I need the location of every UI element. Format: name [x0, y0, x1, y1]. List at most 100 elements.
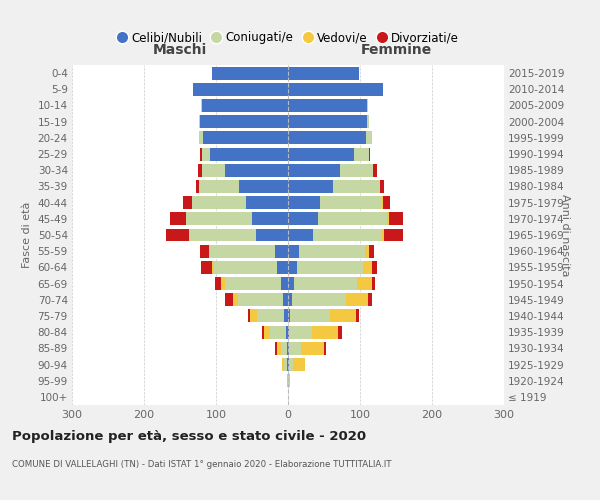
Bar — [224, 277, 281, 290]
Bar — [380, 180, 384, 193]
Bar — [388, 212, 389, 226]
Bar — [354, 148, 368, 160]
Bar — [294, 277, 357, 290]
Bar — [239, 180, 288, 193]
Bar — [288, 374, 289, 387]
Bar — [288, 66, 359, 80]
Bar — [368, 294, 371, 306]
Bar — [389, 212, 403, 226]
Bar — [313, 326, 338, 338]
Bar — [202, 164, 224, 176]
Bar — [199, 180, 239, 193]
Bar — [283, 294, 288, 306]
Bar — [371, 132, 372, 144]
Bar — [330, 310, 356, 322]
Bar — [201, 261, 212, 274]
Bar — [368, 148, 370, 160]
Bar — [190, 228, 256, 241]
Bar — [214, 261, 277, 274]
Bar — [368, 244, 374, 258]
Text: COMUNE DI VALLELAGHI (TN) - Dati ISTAT 1° gennaio 2020 - Elaborazione TUTTITALIA: COMUNE DI VALLELAGHI (TN) - Dati ISTAT 1… — [12, 460, 392, 469]
Bar — [212, 66, 288, 80]
Bar — [288, 228, 313, 241]
Bar — [288, 358, 289, 371]
Text: Maschi: Maschi — [153, 42, 207, 56]
Bar — [277, 342, 281, 355]
Bar — [199, 132, 203, 144]
Bar — [288, 83, 383, 96]
Bar — [320, 196, 382, 209]
Bar — [202, 148, 210, 160]
Bar — [275, 244, 288, 258]
Bar — [200, 244, 209, 258]
Bar — [203, 132, 288, 144]
Bar — [289, 326, 313, 338]
Y-axis label: Anni di nascita: Anni di nascita — [560, 194, 571, 276]
Bar — [385, 228, 403, 241]
Bar — [264, 326, 270, 338]
Bar — [332, 180, 380, 193]
Bar — [346, 294, 368, 306]
Bar — [282, 358, 284, 371]
Bar — [356, 310, 359, 322]
Bar — [248, 310, 250, 322]
Bar — [288, 99, 367, 112]
Bar — [288, 294, 292, 306]
Bar — [367, 115, 370, 128]
Bar — [382, 228, 385, 241]
Bar — [371, 277, 375, 290]
Bar — [256, 228, 288, 241]
Bar — [287, 342, 288, 355]
Bar — [224, 164, 288, 176]
Bar — [277, 261, 288, 274]
Bar — [288, 244, 299, 258]
Text: Femmine: Femmine — [361, 42, 431, 56]
Bar — [281, 277, 288, 290]
Legend: Celibi/Nubili, Coniugati/e, Vedovi/e, Divorziati/e: Celibi/Nubili, Coniugati/e, Vedovi/e, Di… — [112, 26, 464, 49]
Bar — [290, 310, 330, 322]
Bar — [293, 358, 305, 371]
Bar — [170, 212, 186, 226]
Bar — [382, 196, 383, 209]
Bar — [252, 212, 288, 226]
Bar — [299, 244, 365, 258]
Bar — [288, 261, 296, 274]
Bar — [186, 212, 252, 226]
Bar — [166, 228, 188, 241]
Bar — [202, 99, 288, 112]
Bar — [200, 148, 202, 160]
Bar — [221, 277, 224, 290]
Text: Popolazione per età, sesso e stato civile - 2020: Popolazione per età, sesso e stato civil… — [12, 430, 366, 443]
Bar — [288, 277, 294, 290]
Bar — [301, 342, 324, 355]
Bar — [371, 261, 377, 274]
Bar — [289, 342, 301, 355]
Bar — [198, 164, 202, 176]
Bar — [287, 358, 288, 371]
Bar — [363, 261, 371, 274]
Bar — [357, 277, 371, 290]
Bar — [233, 294, 238, 306]
Bar — [288, 164, 340, 176]
Bar — [286, 326, 288, 338]
Bar — [383, 196, 390, 209]
Bar — [365, 244, 368, 258]
Bar — [366, 132, 371, 144]
Bar — [288, 326, 289, 338]
Bar — [196, 180, 199, 193]
Bar — [338, 326, 342, 338]
Bar — [318, 212, 388, 226]
Bar — [340, 164, 373, 176]
Bar — [367, 99, 368, 112]
Bar — [289, 358, 293, 371]
Bar — [191, 196, 246, 209]
Bar — [289, 374, 290, 387]
Bar — [287, 374, 288, 387]
Bar — [250, 310, 257, 322]
Bar — [193, 83, 288, 96]
Bar — [215, 277, 221, 290]
Bar — [288, 196, 320, 209]
Bar — [246, 196, 288, 209]
Bar — [212, 261, 214, 274]
Bar — [288, 310, 290, 322]
